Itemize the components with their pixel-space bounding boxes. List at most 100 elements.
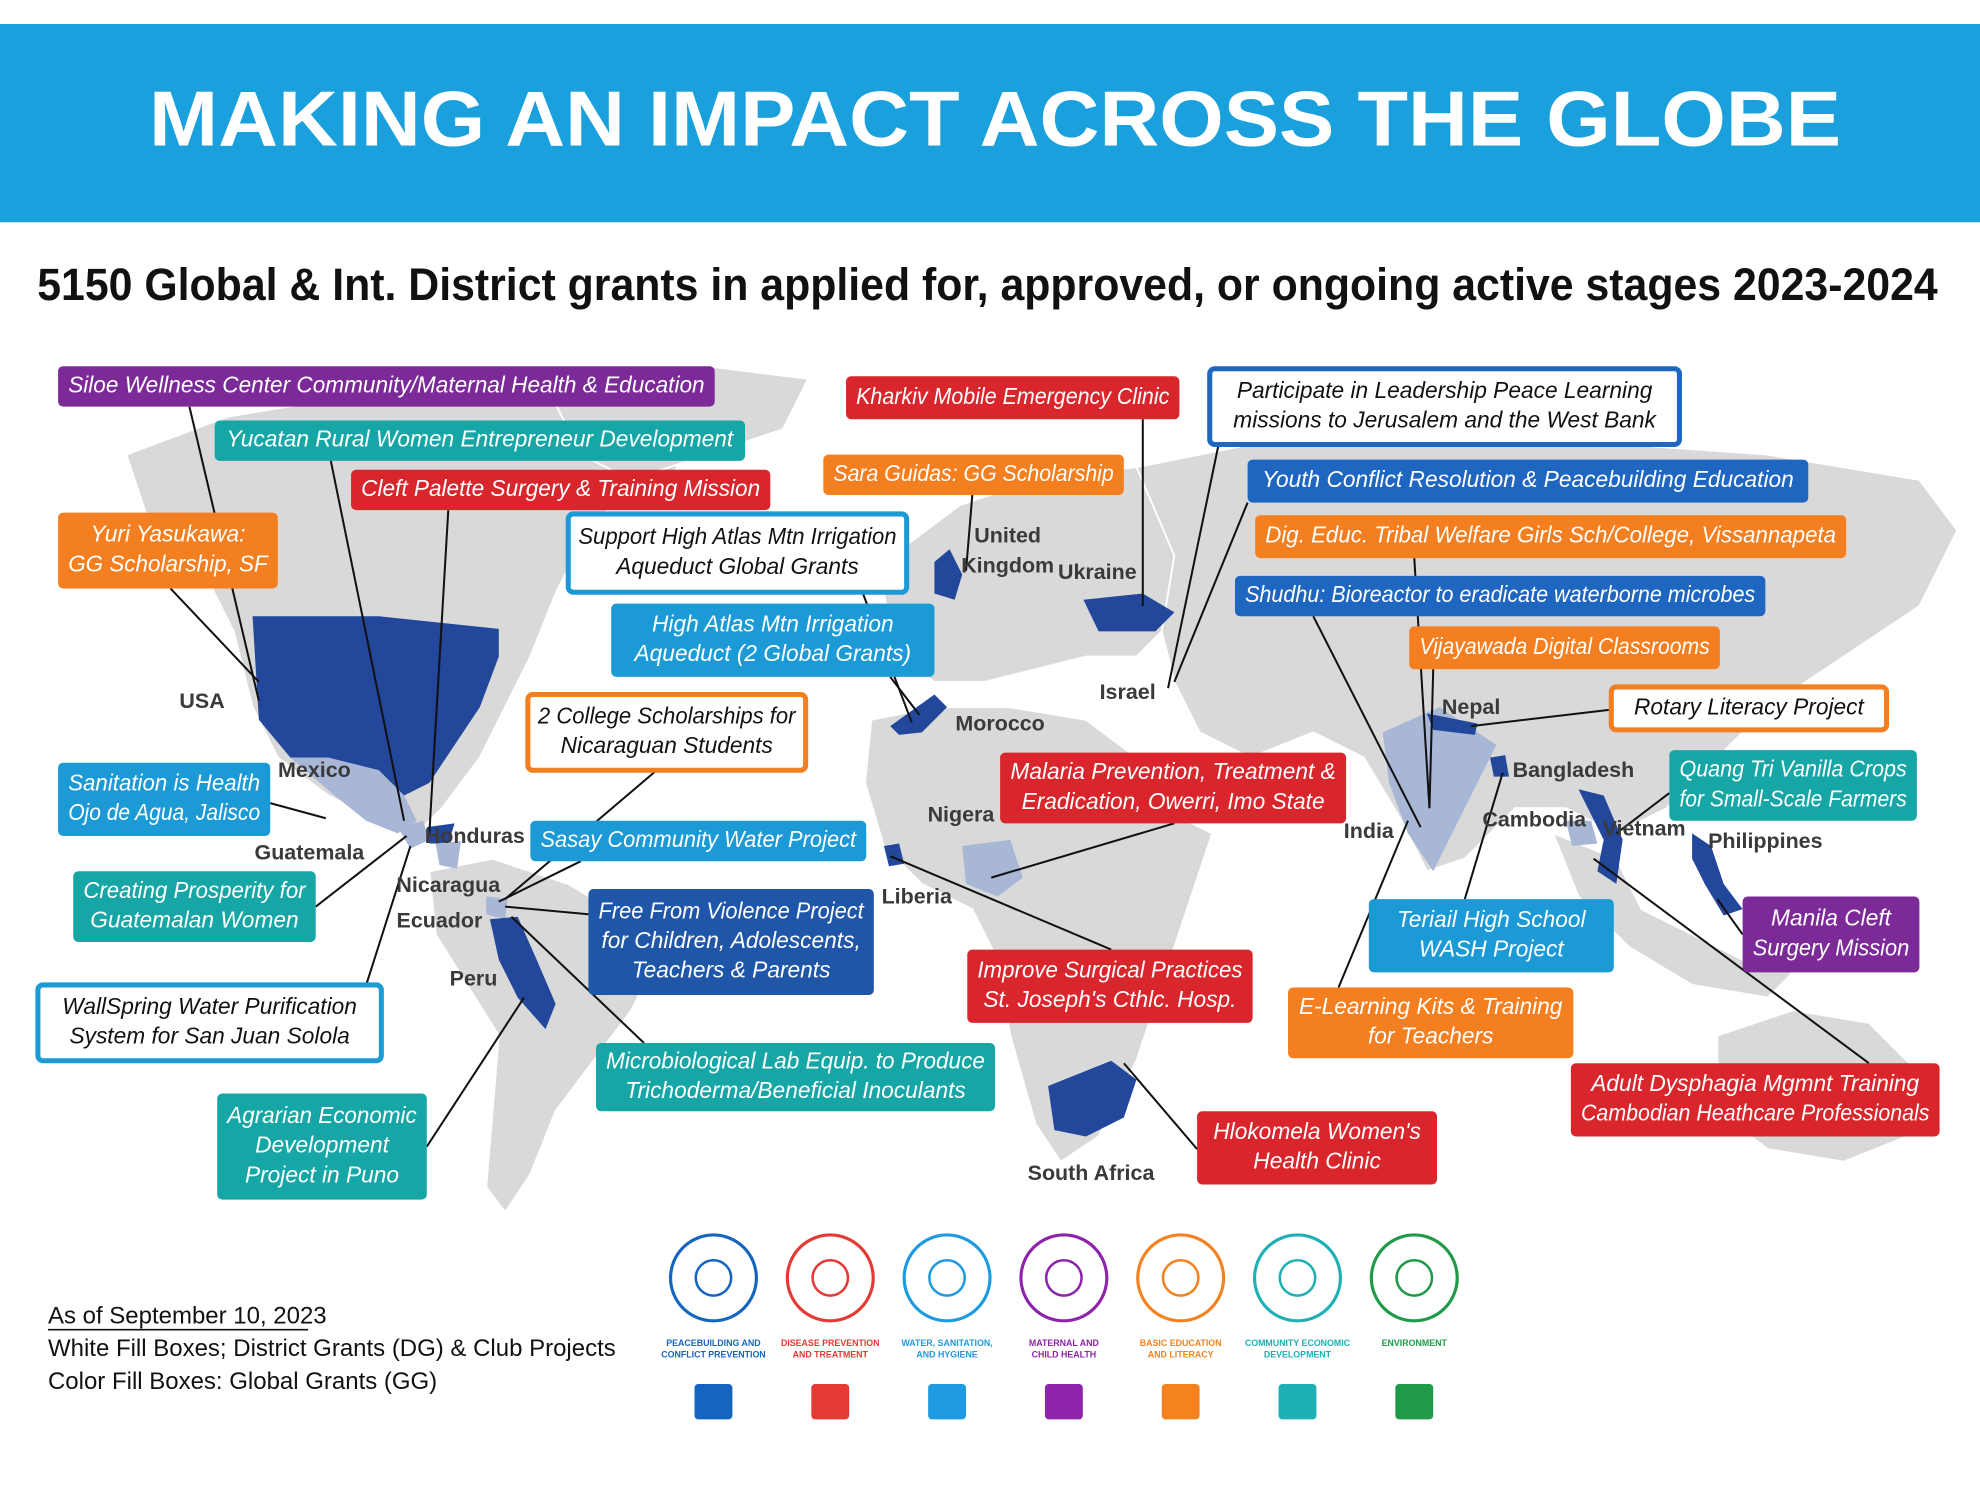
grant-box: E-Learning Kits & Training for Teachers bbox=[1288, 987, 1574, 1059]
legend-label: PEACEBUILDING AND bbox=[666, 1338, 760, 1348]
grant-box: Support High Atlas Mtn Irrigation Aqueduc… bbox=[565, 511, 910, 595]
leader-line bbox=[365, 845, 412, 986]
legend-label: CONFLICT PREVENTION bbox=[661, 1349, 765, 1359]
box-text: Agrarian Economic bbox=[225, 1102, 417, 1128]
legend-icon-detail bbox=[1278, 1258, 1317, 1297]
grant-box: Manila Cleft Surgery Mission bbox=[1742, 896, 1920, 973]
grant-box: 2 College Scholarships for Nicaraguan Stu… bbox=[525, 691, 809, 773]
footnote: Color Fill Boxes: Global Grants (GG) bbox=[48, 1368, 437, 1395]
country-label: Bangladesh bbox=[1513, 758, 1635, 782]
title: MAKING AN IMPACT ACROSS THE GLOBE bbox=[149, 75, 1841, 163]
leader-line bbox=[1123, 1062, 1198, 1150]
box-text: Malaria Prevention, Treatment & bbox=[1010, 758, 1335, 784]
box-background bbox=[846, 376, 1180, 420]
box-background bbox=[1288, 987, 1574, 1059]
box-text: Cambodian Heathcare Professionals bbox=[1581, 1100, 1930, 1126]
box-text: Microbiological Lab Equip. to Produce bbox=[606, 1047, 985, 1073]
legend-label: DISEASE PREVENTION bbox=[781, 1338, 880, 1348]
box-background bbox=[1409, 626, 1720, 670]
grant-box: Agrarian Economic Development Project in P… bbox=[217, 1093, 427, 1200]
box-text: Participate in Leadership Peace Learning bbox=[1237, 377, 1653, 403]
box-text: Vijayawada Digital Classrooms bbox=[1419, 633, 1709, 659]
box-text: Shudhu: Bioreactor to eradicate waterbor… bbox=[1245, 581, 1755, 607]
box-text: Quang Tri Vanilla Crops bbox=[1679, 756, 1906, 782]
box-text: Manila Cleft bbox=[1771, 905, 1893, 931]
leader-line bbox=[315, 835, 408, 908]
legend-label: AND HYGIENE bbox=[916, 1349, 977, 1359]
leader-line bbox=[1463, 772, 1504, 900]
country-label: Peru bbox=[450, 967, 498, 991]
legend-label: MATERNAL AND bbox=[1029, 1338, 1099, 1348]
legend-icon-detail bbox=[928, 1258, 967, 1297]
box-background bbox=[1234, 575, 1766, 617]
box-text: Cleft Palette Surgery & Training Mission bbox=[361, 475, 760, 501]
legend-swatch bbox=[1278, 1383, 1317, 1420]
box-text: for Teachers bbox=[1368, 1023, 1493, 1049]
grant-box: Kharkiv Mobile Emergency Clinic bbox=[846, 376, 1180, 420]
country-label: Ukraine bbox=[1058, 560, 1137, 584]
box-background bbox=[58, 512, 278, 589]
box-text: 2 College Scholarships for bbox=[537, 703, 797, 729]
grant-box: High Atlas Mtn Irrigation Aqueduct (2 Glo… bbox=[611, 603, 935, 677]
box-background bbox=[525, 691, 809, 773]
legend-label: AND TREATMENT bbox=[793, 1349, 869, 1359]
box-text: Improve Surgical Practices bbox=[977, 956, 1242, 982]
country-label: Nepal bbox=[1442, 695, 1500, 719]
box-text: GG Scholarship, SF bbox=[68, 550, 269, 576]
box-text: Yuri Yasukawa: bbox=[90, 521, 245, 547]
legend-icon bbox=[1369, 1233, 1459, 1323]
country-label: Philippines bbox=[1708, 829, 1822, 853]
leader-line bbox=[498, 860, 582, 903]
box-background bbox=[1669, 750, 1917, 821]
box-text: Yucatan Rural Women Entrepreneur Develop… bbox=[226, 426, 734, 452]
grant-box: Youth Conflict Resolution & Peacebuildin… bbox=[1247, 459, 1809, 503]
grant-box: Shudhu: Bioreactor to eradicate waterbor… bbox=[1234, 575, 1766, 617]
grant-box: Vijayawada Digital Classrooms bbox=[1409, 626, 1720, 670]
box-text: Guatemalan Women bbox=[90, 906, 298, 932]
grant-box: Sara Guidas: GG Scholarship bbox=[823, 454, 1124, 495]
grant-box: Malaria Prevention, Treatment & Eradicati… bbox=[1000, 752, 1347, 824]
country-label: Morocco bbox=[955, 711, 1044, 735]
leader-line bbox=[889, 855, 1112, 951]
country-label: Ecuador bbox=[397, 908, 483, 932]
box-text: St. Joseph's Cthlc. Hosp. bbox=[983, 986, 1236, 1012]
leader-line bbox=[1592, 857, 1870, 1065]
country-label: Nicaragua bbox=[396, 873, 501, 897]
box-background bbox=[588, 888, 874, 996]
legend-label: BASIC EDUCATION bbox=[1140, 1338, 1222, 1348]
box-background bbox=[823, 454, 1124, 495]
box-background bbox=[967, 949, 1253, 1023]
box-text: Development bbox=[255, 1132, 391, 1158]
leader-line bbox=[1173, 502, 1249, 683]
box-text: for Children, Adolescents, bbox=[601, 927, 860, 953]
legend-icon bbox=[902, 1233, 992, 1323]
grant-box: Teriail High School WASH Project bbox=[1368, 899, 1614, 973]
grant-box: Sanitation is Health Ojo de Agua, Jalisco bbox=[58, 762, 271, 836]
legend-swatch bbox=[1395, 1383, 1434, 1420]
grant-box: Quang Tri Vanilla Crops for Small-Scale F… bbox=[1669, 750, 1917, 821]
box-text: Support High Atlas Mtn Irrigation bbox=[578, 523, 896, 549]
box-background bbox=[565, 511, 910, 595]
country-label: Honduras bbox=[425, 824, 525, 848]
leader-line bbox=[510, 916, 645, 1044]
legend-label: ENVIRONMENT bbox=[1382, 1338, 1448, 1348]
grant-box: Hlokomela Women's Health Clinic bbox=[1197, 1111, 1438, 1185]
header-bar bbox=[0, 23, 1980, 223]
country-label: India bbox=[1344, 819, 1395, 843]
legend-icon bbox=[1136, 1233, 1226, 1323]
box-text: Adult Dysphagia Mgmnt Training bbox=[1589, 1070, 1919, 1096]
leader-line bbox=[1716, 898, 1744, 936]
box-background bbox=[530, 820, 867, 862]
footnotes: As of September 10, 2023 White Fill Boxe… bbox=[47, 1302, 616, 1395]
country-label: Kingdom bbox=[961, 554, 1054, 578]
legend-label: CHILD HEALTH bbox=[1032, 1349, 1097, 1359]
legend-icon-detail bbox=[1161, 1258, 1200, 1297]
grant-box: Free From Violence Project for Children, … bbox=[588, 888, 874, 996]
box-background bbox=[58, 762, 271, 836]
legend-swatch bbox=[1161, 1383, 1200, 1420]
box-text: Trichoderma/Beneficial Inoculants bbox=[625, 1077, 966, 1103]
legend-label: COMMUNITY ECONOMIC bbox=[1245, 1338, 1351, 1348]
box-text: Eradication, Owerri, Imo State bbox=[1022, 788, 1325, 814]
box-text: WallSpring Water Purification bbox=[62, 993, 357, 1019]
